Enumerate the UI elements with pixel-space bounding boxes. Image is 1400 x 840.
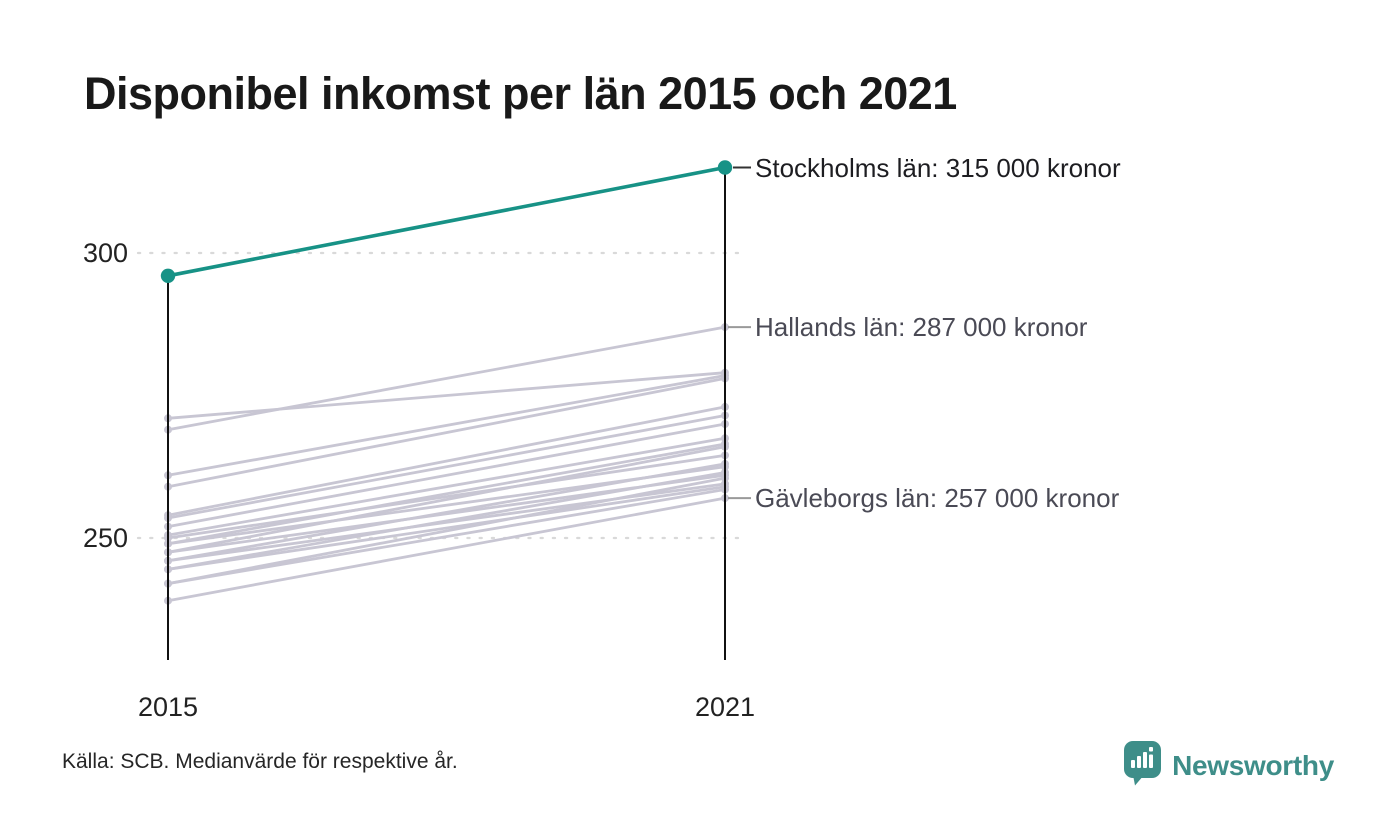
x-axis-label-2015: 2015 [137, 692, 199, 722]
highlight-point-2021 [717, 160, 733, 175]
page-title: Disponibel inkomst per län 2015 och 2021 [84, 68, 957, 119]
county-slope-line [167, 485, 726, 571]
annotation-gavleborg: Gävleborgs län: 257 000 kronor [755, 483, 1120, 514]
county-slope-line [167, 465, 726, 546]
county-slope-line [167, 473, 726, 554]
highlight-point-2015 [160, 268, 176, 283]
county-slope-line [167, 436, 726, 537]
annotation-stockholm: Stockholms län: 315 000 kronor [755, 152, 1121, 183]
brand-logo: Newsworthy [1123, 740, 1334, 791]
county-slope-line [167, 422, 726, 528]
x-axis-label-2021: 2021 [694, 692, 756, 722]
county-slope-line [167, 405, 726, 517]
county-slope-line [167, 414, 726, 520]
county-slope-line [167, 445, 726, 554]
county-slope-line [167, 377, 726, 489]
county-slope-line [167, 482, 726, 563]
y-axis-tick-300: 300 [82, 238, 128, 268]
county-slope-line [167, 374, 726, 477]
county-slope-line [167, 325, 726, 432]
county-slope-line [167, 488, 726, 585]
highlight-slope-line [167, 165, 726, 278]
county-slope-line [167, 371, 726, 420]
y-axis-tick-250: 250 [82, 523, 128, 553]
bar-chart-pin-icon [1123, 740, 1163, 791]
brand-name: Newsworthy [1172, 749, 1334, 781]
county-slope-line [167, 496, 726, 603]
county-slope-line [167, 453, 726, 540]
annotation-halland: Hallands län: 287 000 kronor [755, 312, 1088, 343]
source-note: Källa: SCB. Medianvärde för respektive å… [62, 750, 458, 773]
county-slope-line [167, 442, 726, 546]
